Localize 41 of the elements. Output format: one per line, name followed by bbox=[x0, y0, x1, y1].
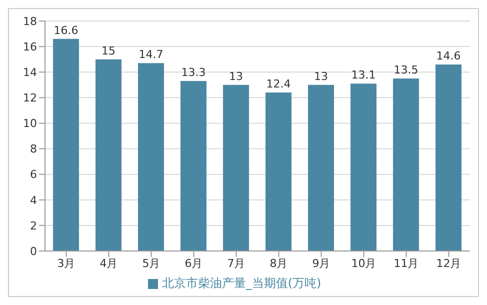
y-tick-label: 8 bbox=[30, 142, 37, 156]
y-tick-label: 14 bbox=[23, 66, 37, 80]
x-tick-label: 3月 bbox=[57, 256, 76, 270]
data-label: 13 bbox=[229, 70, 243, 83]
data-label: 13.1 bbox=[351, 68, 376, 82]
y-tick-label: 18 bbox=[23, 14, 37, 28]
data-label: 14.7 bbox=[138, 48, 164, 62]
y-tick-label: 0 bbox=[30, 244, 37, 258]
x-tick-label: 12月 bbox=[436, 256, 462, 270]
x-tick-label: 9月 bbox=[312, 256, 330, 270]
bar bbox=[180, 81, 206, 251]
data-label: 13.5 bbox=[394, 64, 418, 76]
data-label: 16.6 bbox=[54, 24, 78, 37]
x-tick-label: 10月 bbox=[351, 256, 376, 270]
bar bbox=[266, 92, 292, 251]
y-tick-label: 6 bbox=[30, 168, 37, 182]
x-tick-label: 11月 bbox=[394, 256, 419, 270]
bar bbox=[350, 84, 376, 251]
data-label: 15 bbox=[102, 44, 116, 58]
x-tick-label: 5月 bbox=[142, 256, 160, 270]
data-label: 12.4 bbox=[266, 78, 291, 91]
data-label: 13 bbox=[314, 70, 328, 83]
y-tick-label: 16 bbox=[23, 40, 37, 54]
bar bbox=[393, 78, 419, 251]
bar bbox=[96, 59, 122, 251]
bar bbox=[223, 84, 249, 251]
x-tick-label: 6月 bbox=[184, 256, 203, 270]
x-tick-label: 8月 bbox=[270, 256, 288, 270]
x-tick-label: 4月 bbox=[100, 256, 118, 270]
bar bbox=[308, 84, 334, 251]
y-tick-label: 4 bbox=[30, 194, 37, 207]
y-tick-label: 10 bbox=[23, 117, 37, 130]
data-label: 14.6 bbox=[436, 49, 461, 62]
y-tick-label: 2 bbox=[30, 219, 37, 232]
x-tick-label: 7月 bbox=[227, 256, 246, 270]
bar bbox=[53, 38, 79, 251]
bar bbox=[436, 64, 462, 251]
bar bbox=[138, 63, 164, 251]
y-tick-label: 12 bbox=[23, 92, 37, 105]
data-label: 13.3 bbox=[181, 66, 206, 80]
legend-label: 北京市柴油产量_当期值(万吨) bbox=[162, 276, 322, 290]
